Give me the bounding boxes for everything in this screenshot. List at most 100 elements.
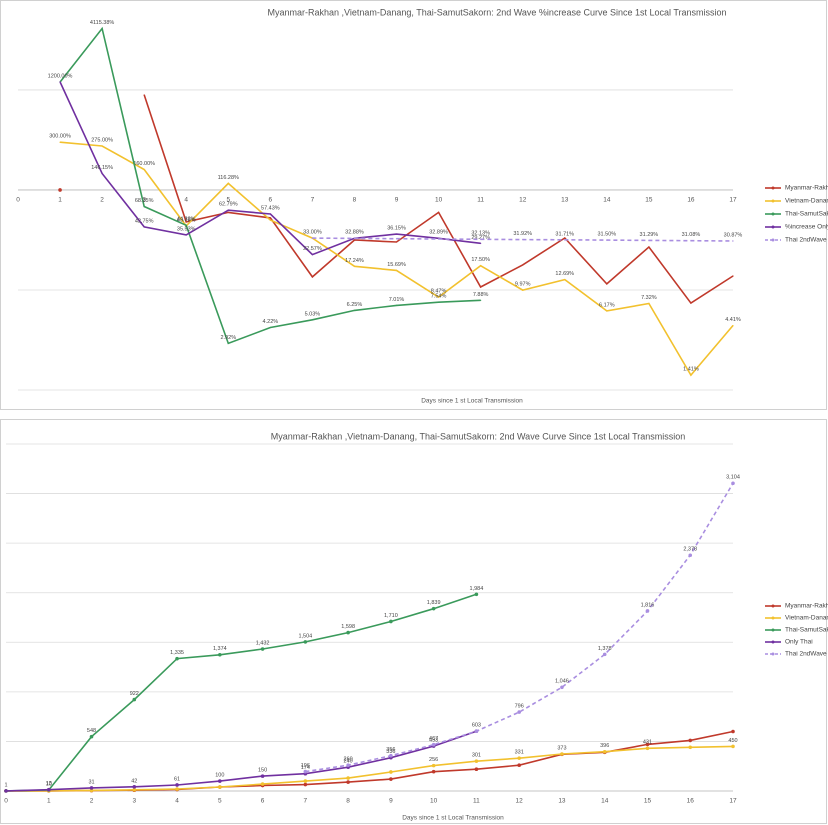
legend-marker — [771, 628, 775, 632]
legend-marker — [771, 616, 775, 620]
x-tick-label: 13 — [558, 798, 566, 805]
data-point — [185, 234, 187, 236]
data-label: 4.41% — [725, 317, 741, 323]
data-point — [690, 374, 692, 376]
data-point — [185, 221, 187, 223]
data-point — [218, 652, 222, 657]
data-point — [143, 226, 145, 228]
data-label: 31.29% — [640, 232, 659, 238]
x-axis-label: Days since 1 st Local Transmission — [402, 815, 504, 822]
data-point — [303, 782, 308, 787]
legend-label: Vietnam-Danang — [785, 615, 828, 622]
data-point — [346, 780, 350, 784]
data-label: 3,104 — [726, 475, 740, 481]
data-point — [353, 237, 356, 240]
data-label: 17.24% — [345, 258, 364, 264]
data-point — [269, 326, 271, 329]
legend-marker — [771, 212, 775, 216]
legend-marker — [771, 199, 775, 203]
data-point — [480, 286, 482, 288]
series-line — [5, 730, 477, 792]
data-label: 240 — [344, 759, 353, 765]
data-point — [560, 752, 564, 756]
legend-label: %increase Only Thai — [785, 224, 828, 231]
data-point — [732, 240, 734, 242]
data-point — [517, 710, 521, 714]
data-point — [522, 289, 524, 291]
data-label: 8.47% — [431, 289, 447, 295]
data-point — [431, 763, 436, 768]
data-label: 796 — [515, 704, 524, 710]
data-point — [522, 238, 524, 241]
data-label: 44.33% — [177, 217, 196, 223]
data-label: 256 — [429, 757, 438, 763]
data-point — [311, 319, 314, 321]
legend-label: Myanmar-Rakh — [785, 603, 828, 610]
x-tick-label: 9 — [395, 197, 399, 204]
x-tick-label: 17 — [729, 197, 737, 204]
data-point — [731, 744, 735, 749]
data-label: 116.28% — [218, 175, 239, 181]
data-point — [474, 767, 479, 771]
data-label: 1,335 — [170, 650, 184, 656]
data-point — [59, 81, 61, 83]
data-point — [218, 779, 222, 783]
x-tick-label: 10 — [435, 197, 443, 204]
panel-frame — [0, 419, 827, 824]
data-point — [688, 738, 693, 743]
data-label: 300.00% — [49, 134, 71, 140]
data-label: 10 — [46, 781, 52, 787]
data-label: 260 — [344, 757, 353, 763]
data-point — [389, 777, 393, 781]
data-label: 1,710 — [384, 613, 398, 619]
data-point — [260, 782, 265, 786]
x-axis-label: Days since 1 st Local Transmission — [421, 398, 523, 405]
data-point — [645, 746, 650, 751]
data-label: 9.97% — [515, 282, 531, 288]
x-tick-label: 6 — [261, 798, 265, 805]
data-point — [101, 145, 103, 147]
data-point — [389, 753, 393, 758]
data-point — [59, 141, 61, 143]
legend-label: Myanmar-Rakhan — [785, 185, 828, 192]
data-point — [143, 94, 145, 96]
data-point — [311, 254, 314, 256]
data-label: 331 — [515, 750, 524, 756]
data-label: 42.75% — [135, 218, 154, 224]
data-point — [480, 242, 482, 244]
data-label: 7.54% — [431, 294, 447, 300]
data-label: 42 — [131, 778, 137, 784]
data-point — [353, 309, 356, 311]
data-point — [389, 619, 393, 624]
data-label: 4115.38% — [90, 20, 114, 26]
data-point — [4, 789, 8, 793]
legend-marker — [771, 640, 775, 644]
data-point — [311, 237, 314, 239]
data-label: 356 — [386, 747, 395, 753]
data-point — [474, 592, 479, 597]
data-point — [218, 785, 222, 789]
x-tick-label: 2 — [90, 798, 94, 805]
data-label: 1,984 — [470, 586, 484, 592]
data-point — [89, 788, 94, 793]
data-label: 30.87% — [724, 232, 743, 238]
data-point — [474, 759, 479, 763]
data-label: 36.15% — [387, 226, 406, 232]
data-point — [227, 211, 229, 214]
data-point — [175, 787, 179, 791]
data-point — [89, 786, 94, 790]
data-label: 174 — [301, 765, 310, 771]
data-point — [648, 246, 650, 248]
data-label: 396 — [600, 743, 609, 749]
data-point — [389, 770, 393, 774]
data-point — [227, 342, 229, 345]
legend-marker — [771, 652, 775, 656]
data-label: 2,378 — [683, 547, 697, 553]
x-tick-label: 14 — [601, 798, 609, 805]
data-label: 31.92% — [513, 231, 532, 237]
data-label: 32.88% — [345, 230, 364, 236]
data-label: 57.43% — [261, 205, 280, 211]
data-point — [260, 774, 265, 778]
data-point — [564, 279, 566, 281]
x-tick-label: 8 — [353, 197, 357, 204]
